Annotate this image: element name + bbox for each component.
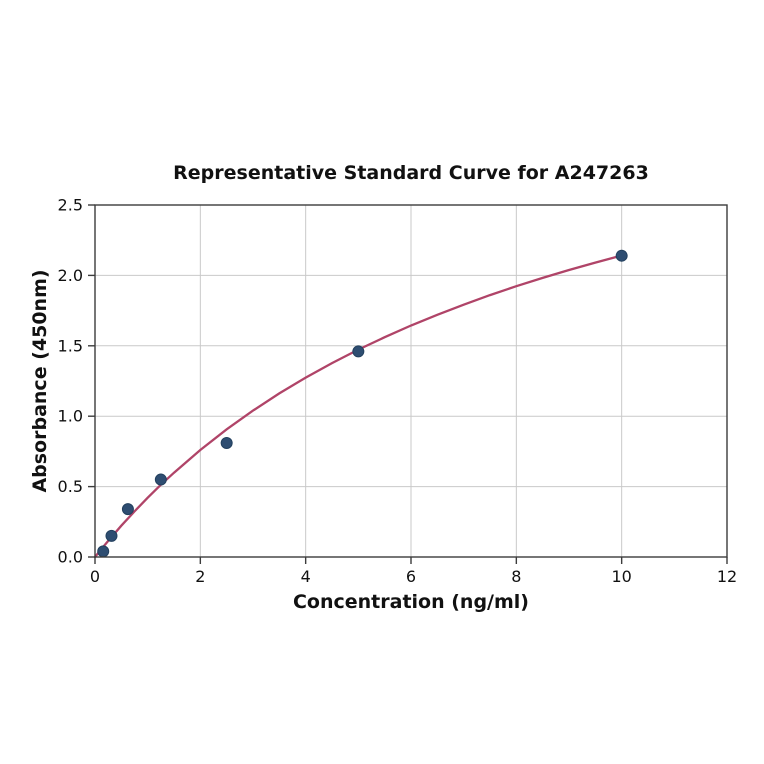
- x-tick-label: 0: [90, 567, 100, 586]
- data-point: [97, 545, 110, 558]
- x-tick-label: 12: [717, 567, 737, 586]
- data-point: [154, 473, 167, 486]
- y-tick-label: 0.0: [58, 548, 83, 567]
- y-tick-label: 2.0: [58, 266, 83, 285]
- y-tick-label: 0.5: [58, 477, 83, 496]
- x-tick-label: 6: [406, 567, 416, 586]
- x-axis-label: Concentration (ng/ml): [292, 591, 529, 613]
- y-tick-label: 1.0: [58, 407, 83, 426]
- x-tick-label: 8: [511, 567, 521, 586]
- fitted-curve-line: [93, 254, 623, 559]
- data-point: [121, 503, 134, 516]
- data-point: [352, 345, 365, 358]
- data-point: [615, 249, 628, 262]
- chart-title: Representative Standard Curve for A24726…: [173, 162, 649, 184]
- x-tick-label: 10: [611, 567, 631, 586]
- y-tick-label: 1.5: [58, 336, 83, 355]
- x-tick-label: 4: [301, 567, 311, 586]
- data-point: [105, 529, 118, 542]
- x-tick-label: 2: [195, 567, 205, 586]
- y-tick-label: 2.5: [58, 196, 83, 215]
- data-point: [220, 436, 233, 449]
